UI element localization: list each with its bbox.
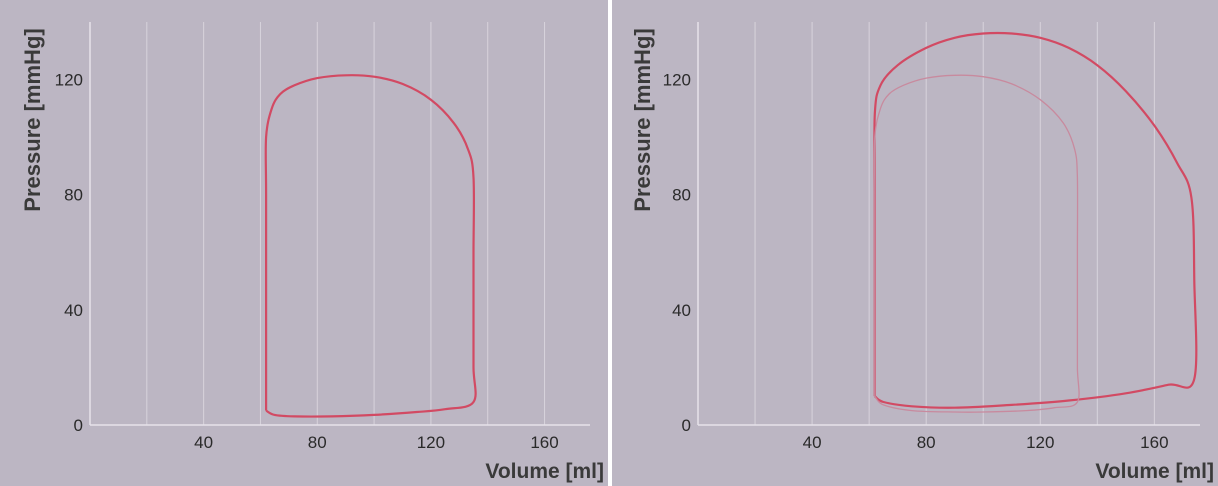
pv-loop-chart-left: 40 80 120 160 0 40 80 120 Volume [ml] Pressure … [20,22,604,483]
x-tick-label: 120 [417,433,445,452]
y-tick-label: 80 [64,186,83,205]
x-tick-label: 40 [194,433,213,452]
pv-loop-chart-right: 40 80 120 160 0 40 80 120 Volume [ml] Pressure … [630,22,1214,483]
chart-left: 40 80 120 160 0 40 80 120 Volume [ml] Pressure … [0,0,608,486]
x-tick-label: 160 [530,433,558,452]
x-tick-label: 160 [1140,433,1168,452]
y-tick-label: 40 [672,301,691,320]
x-axis-title: Volume [ml] [1095,460,1214,483]
pv-loop-series-1 [873,31,1198,409]
pv-loop-series-2 [873,74,1080,413]
y-tick-label: 0 [682,416,691,435]
pv-loop-series-1 [264,74,477,418]
x-tick-label: 80 [917,433,936,452]
y-tick-label: 120 [663,71,691,90]
y-tick-label: 40 [64,301,83,320]
chart-right: 40 80 120 160 0 40 80 120 Volume [ml] Pressure … [612,0,1218,486]
x-tick-label: 40 [803,433,822,452]
y-tick-label: 80 [672,186,691,205]
x-tick-label: 80 [308,433,327,452]
y-tick-label: 0 [74,416,83,435]
y-tick-label: 120 [55,71,83,90]
y-axis-title: Pressure [mmHg] [630,28,655,211]
x-tick-label: 120 [1026,433,1054,452]
y-axis-title: Pressure [mmHg] [20,28,45,211]
x-axis-title: Volume [ml] [485,460,604,483]
